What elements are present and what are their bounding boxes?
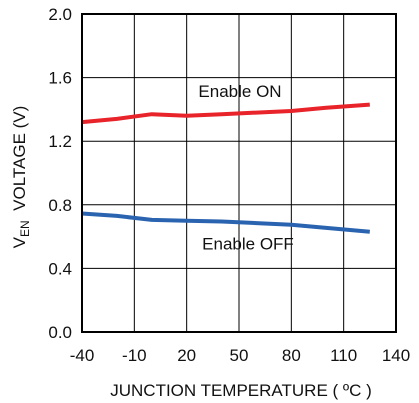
y-axis-title: VEN VOLTAGE (V) [10, 106, 32, 249]
y-tick-label: 1.2 [48, 132, 72, 151]
y-tick-label: 0.8 [48, 196, 72, 215]
series-group [81, 102, 370, 234]
x-tick-label: -10 [122, 346, 147, 365]
y-axis-title-subscript: EN [18, 220, 32, 237]
y-tick-label: 0.0 [48, 323, 72, 342]
x-tick-label: 50 [230, 346, 249, 365]
x-tick-label: 80 [282, 346, 301, 365]
x-tick-label: 110 [330, 346, 357, 365]
series-labels: Enable ON Enable OFF [198, 82, 293, 253]
x-tick-label: -40 [70, 346, 95, 365]
enable-off-line [81, 211, 370, 234]
y-tick-labels: 0.0 0.4 0.8 1.2 1.6 2.0 [48, 5, 72, 342]
x-tick-label: 140 [382, 346, 410, 365]
y-axis-title-suffix: VOLTAGE (V) [10, 106, 29, 221]
y-tick-label: 1.6 [48, 69, 72, 88]
x-tick-labels: -40 -10 20 50 80 110 140 [70, 346, 410, 365]
y-tick-label: 2.0 [48, 5, 72, 24]
x-tick-label: 20 [177, 346, 196, 365]
x-axis-title: JUNCTION TEMPERATURE ( ºC ) [110, 381, 372, 400]
enable-on-line [81, 102, 370, 125]
enable-off-label: Enable OFF [202, 234, 294, 253]
plot-frame [81, 13, 397, 333]
grid [82, 14, 396, 332]
enable-on-label: Enable ON [198, 82, 281, 101]
y-axis-title-prefix: V [10, 236, 29, 248]
y-tick-label: 0.4 [48, 259, 72, 278]
